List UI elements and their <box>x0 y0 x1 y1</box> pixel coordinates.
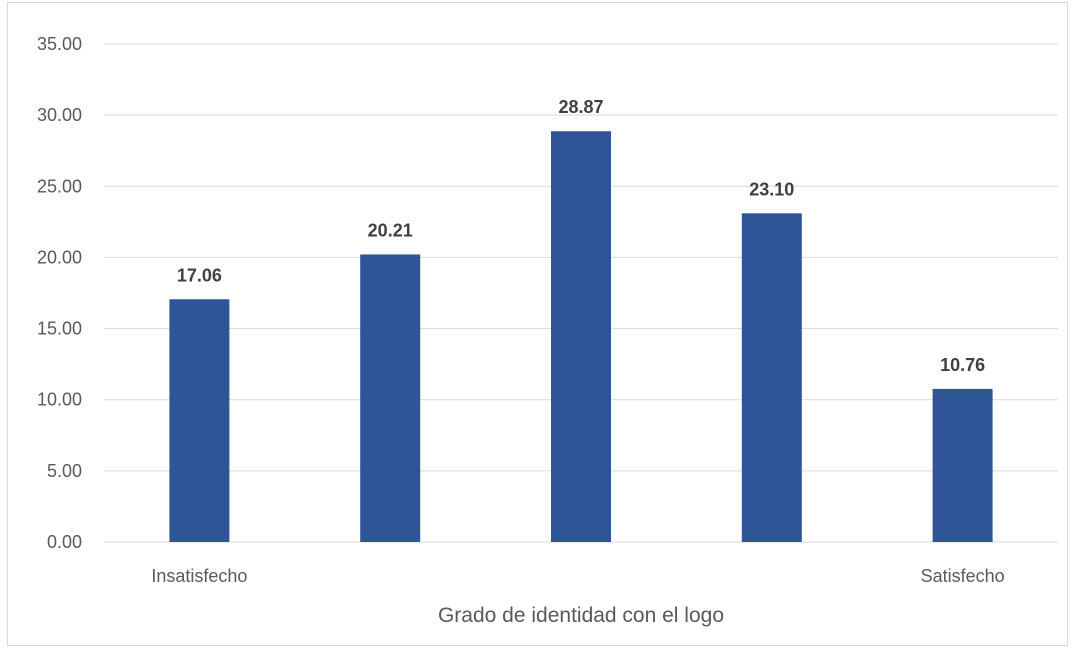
bar <box>360 254 421 543</box>
y-tick-label: 5.00 <box>47 461 82 481</box>
data-label: 17.06 <box>177 265 222 285</box>
x-category-label: Satisfecho <box>921 566 1005 586</box>
chart-frame <box>7 2 1068 646</box>
y-tick-label: 20.00 <box>37 247 82 267</box>
bars <box>169 131 993 543</box>
y-tick-label: 10.00 <box>37 390 82 410</box>
bar <box>741 213 802 542</box>
x-axis-title: Grado de identidad con el logo <box>438 604 724 627</box>
y-tick-label: 15.00 <box>37 319 82 339</box>
y-tick-label: 30.00 <box>37 105 82 125</box>
gridlines <box>104 43 1058 543</box>
data-label: 10.76 <box>940 355 985 375</box>
data-labels: 17.06 20.21 28.87 23.10 10.76 <box>177 97 985 375</box>
data-label: 28.87 <box>558 97 603 117</box>
y-tick-label: 25.00 <box>37 176 82 196</box>
x-axis-categories: Insatisfecho Satisfecho <box>151 566 1004 586</box>
y-tick-label: 35.00 <box>37 34 82 54</box>
bar <box>551 131 611 543</box>
data-label: 23.10 <box>749 179 794 199</box>
bar <box>169 299 230 542</box>
y-tick-label: 0.00 <box>47 532 82 552</box>
bar <box>932 388 993 542</box>
y-axis-ticks: 0.00 5.00 10.00 15.00 20.00 25.00 30.00 35.00 <box>37 34 82 552</box>
data-label: 20.21 <box>368 220 413 240</box>
x-category-label: Insatisfecho <box>151 566 247 586</box>
